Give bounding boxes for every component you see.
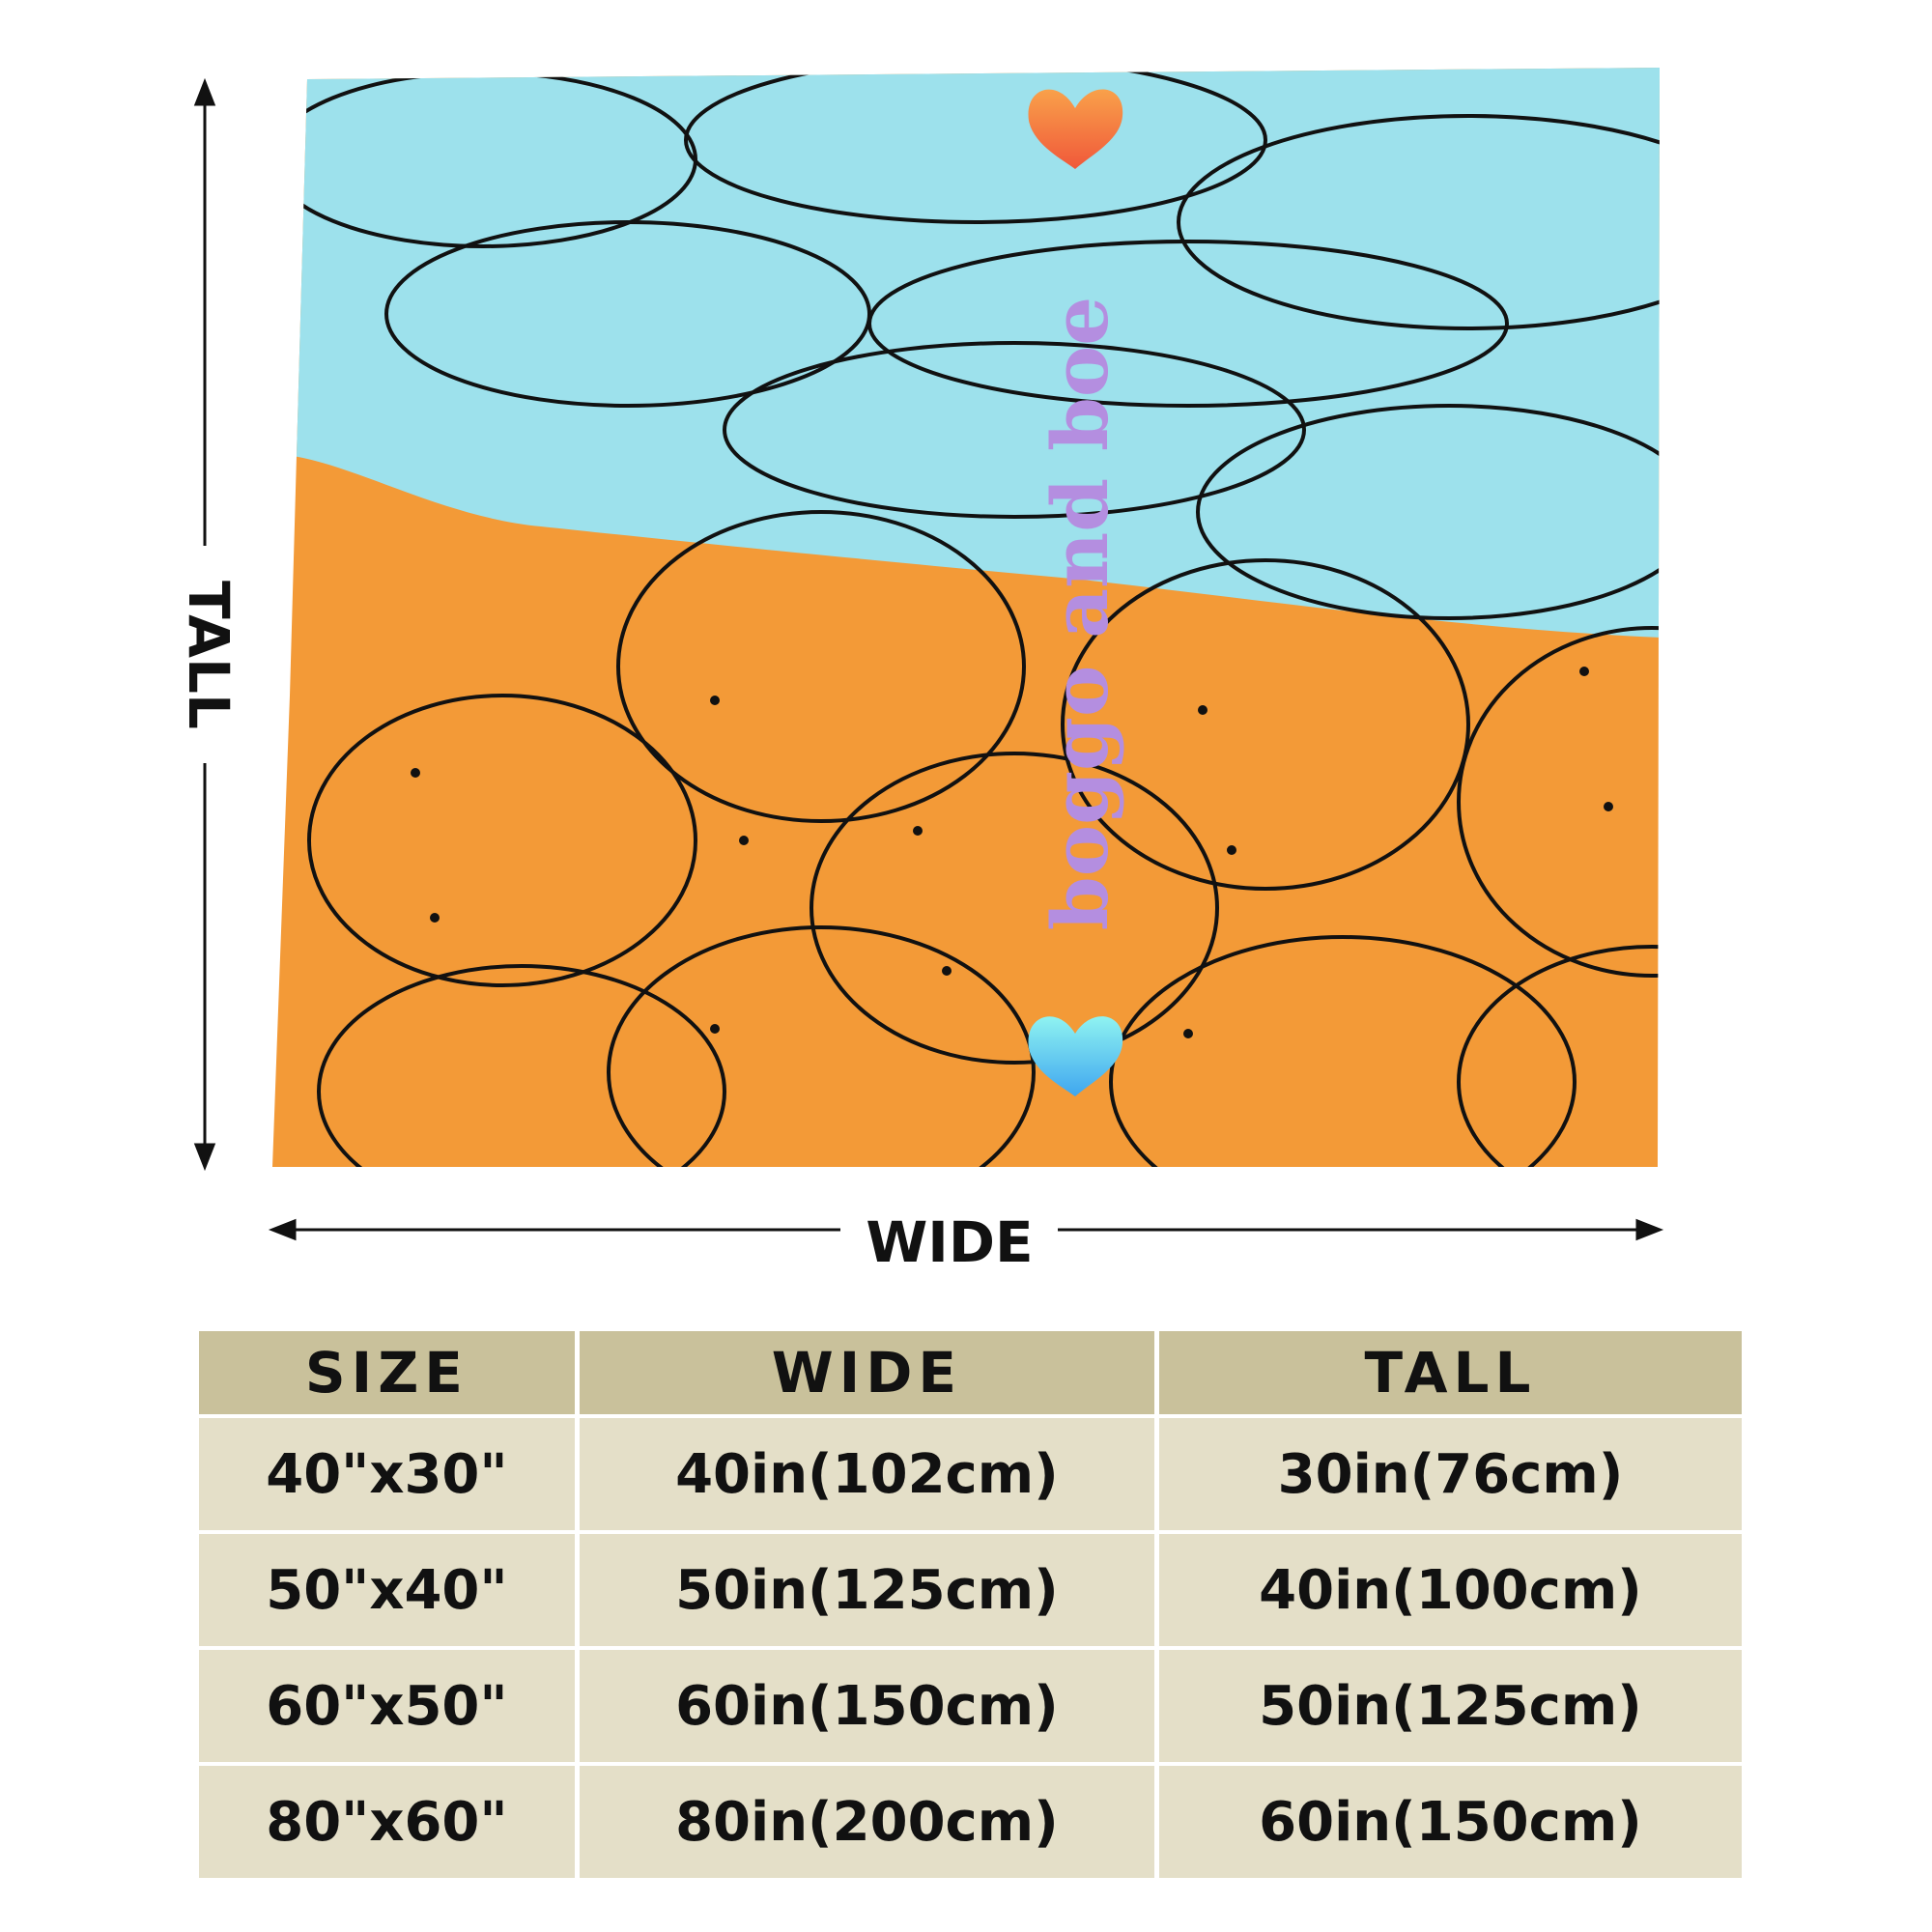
tall-label: TALL (176, 581, 242, 729)
size-cell: 60in(150cm) (579, 1650, 1154, 1762)
size-row: 40"x30" 40in(102cm) 30in(76cm) (199, 1418, 1742, 1530)
size-cell: 80in(200cm) (579, 1766, 1154, 1878)
size-row: 60"x50" 60in(150cm) 50in(125cm) (199, 1650, 1742, 1762)
blanket-text: boggo and boe (1035, 297, 1125, 930)
blanket-illustration: boggo and boe TALL WIDE (176, 68, 1664, 1275)
header-row: SIZE WIDE TALL (199, 1331, 1742, 1414)
size-cell: 50"x40" (199, 1534, 575, 1646)
header-cell: TALL (1158, 1331, 1742, 1414)
size-cell: 80"x60" (199, 1766, 575, 1878)
size-row: 50"x40" 50in(125cm) 40in(100cm) (199, 1534, 1742, 1646)
header-cell: WIDE (579, 1331, 1154, 1414)
wide-arrow (268, 1218, 1664, 1241)
blanket (272, 68, 1660, 1167)
table-body: 40"x30" 40in(102cm) 30in(76cm) 50"x40" 50in(… (199, 1418, 1742, 1878)
size-cell: 40in(100cm) (1158, 1534, 1742, 1646)
size-cell: 60"x50" (199, 1650, 575, 1762)
size-cell: 40"x30" (199, 1418, 575, 1530)
heart-orange (1028, 89, 1123, 169)
size-cell: 50in(125cm) (579, 1534, 1154, 1646)
size-row: 80"x60" 80in(200cm) 60in(150cm) (199, 1766, 1742, 1878)
size-table: SIZE WIDE TALL 40"x30" 40in(102cm) 30in(76… (194, 1327, 1747, 1882)
wide-label: WIDE (866, 1209, 1033, 1275)
size-cell: 40in(102cm) (579, 1418, 1154, 1530)
heart-blue (1028, 1016, 1123, 1096)
header-cell: SIZE (199, 1331, 575, 1414)
size-cell: 60in(150cm) (1158, 1766, 1742, 1878)
size-cell: 50in(125cm) (1158, 1650, 1742, 1762)
tall-arrow (193, 77, 216, 1172)
size-cell: 30in(76cm) (1158, 1418, 1742, 1530)
